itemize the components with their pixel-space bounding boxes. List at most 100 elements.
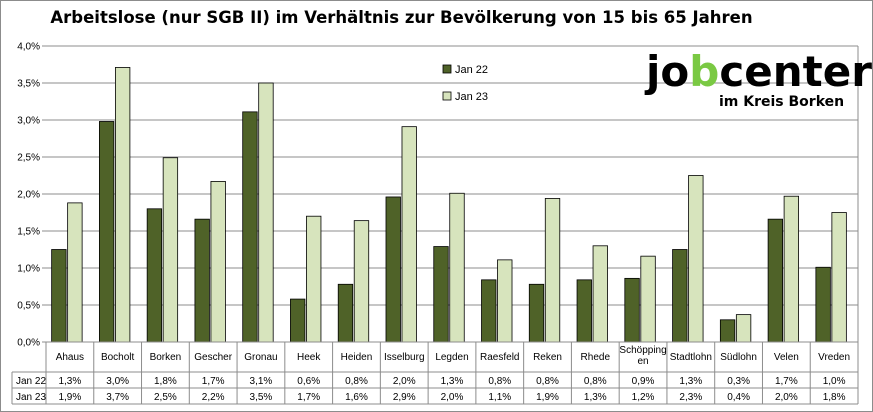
data-label: 3,5% [250, 392, 273, 403]
y-tick-label: 2,5% [17, 153, 40, 164]
data-label: 1,8% [154, 376, 177, 387]
axes: 0,0% 0,5% 1,0% 1,5% 2,0% 2,5% 3,0% 3,5% 4,0% [17, 42, 859, 349]
y-tick-label: 2,0% [17, 190, 40, 201]
y-tick-label: 4,0% [17, 42, 40, 53]
category-label: Gescher [194, 352, 232, 363]
category-label: Legden [435, 352, 468, 363]
bar-jan-23-15 [783, 195, 800, 343]
bar-jan-22-0 [51, 249, 67, 343]
bar-jan-23-12 [640, 255, 656, 343]
bar-jan-23-14 [735, 314, 752, 343]
bar-jan-22-16 [815, 266, 831, 343]
bar-jan-23-5 [306, 215, 322, 343]
data-label: 3,0% [106, 376, 129, 387]
bar-jan-23-6 [353, 220, 370, 343]
data-label: 2,3% [679, 392, 702, 403]
bar-jan-22-12 [624, 277, 640, 343]
y-tick-label: 3,5% [17, 79, 40, 90]
bar-jan-23-16 [831, 212, 847, 343]
category-label: Ahaus [56, 352, 84, 363]
y-tick-label: 0,0% [17, 338, 40, 349]
category-label: Bocholt [101, 352, 135, 363]
bar-jan-22-4 [242, 111, 258, 343]
bar-jan-22-6 [337, 283, 354, 343]
data-label: 2,5% [154, 392, 177, 403]
bar-jan-22-15 [767, 218, 784, 343]
category-label: Heiden [341, 352, 373, 363]
data-label: 0,8% [488, 376, 511, 387]
y-tick-label: 1,5% [17, 227, 40, 238]
logo-main-text: jobcenter [644, 47, 872, 96]
data-label: 2,9% [393, 392, 416, 403]
bar-jan-23-11 [592, 245, 608, 343]
category-label: Velen [774, 352, 799, 363]
data-label: 1,0% [823, 376, 846, 387]
bar-jan-22-10 [528, 283, 545, 343]
category-label: Borken [150, 352, 182, 363]
data-label: 3,7% [106, 392, 129, 403]
data-label: 1,3% [441, 376, 464, 387]
bar-jan-22-14 [719, 319, 736, 343]
bar-jan-22-7 [385, 196, 401, 343]
bar-jan-22-5 [290, 298, 306, 343]
data-label: 1,7% [775, 376, 798, 387]
bar-jan-23-9 [497, 259, 513, 343]
data-label: 1,6% [345, 392, 368, 403]
bars [51, 67, 847, 343]
data-label: 0,9% [632, 376, 655, 387]
bar-jan-22-8 [433, 246, 449, 343]
bar-jan-22-9 [481, 279, 497, 343]
y-tick-label: 0,5% [17, 301, 40, 312]
bar-jan-22-3 [194, 218, 210, 343]
data-label: 2,2% [202, 392, 225, 403]
category-label: Vreden [818, 352, 850, 363]
legend: Jan 22 Jan 23 [442, 64, 488, 103]
bar-jan-22-11 [576, 279, 592, 343]
chart-title: Arbeitslose (nur SGB II) im Verhältnis z… [50, 8, 753, 27]
bar-jan-23-3 [210, 181, 226, 343]
data-label: 1,7% [202, 376, 225, 387]
category-label: Raesfeld [480, 352, 519, 363]
data-label: 1,3% [584, 392, 607, 403]
legend-swatch [442, 64, 452, 74]
data-label: 1,9% [536, 392, 559, 403]
legend-swatch [442, 91, 452, 101]
data-label: 0,4% [727, 392, 750, 403]
data-label: 1,9% [58, 392, 81, 403]
table-series-name: Jan 23 [16, 392, 46, 403]
bar-jan-22-2 [146, 208, 163, 343]
bar-jan-23-7 [401, 126, 417, 343]
jobcenter-logo: jobcenter im Kreis Borken [644, 47, 872, 110]
category-label: Gronau [244, 352, 277, 363]
category-label: Rhede [581, 352, 611, 363]
y-tick-label: 3,0% [17, 116, 40, 127]
bar-jan-23-8 [449, 192, 465, 343]
data-table: Ahaus Bocholt Borken Gescher Gronau Heek Heide… [11, 341, 859, 405]
data-label: 1,8% [823, 392, 846, 403]
data-label: 0,3% [727, 376, 750, 387]
data-label: 2,0% [441, 392, 464, 403]
data-label: 1,3% [58, 376, 81, 387]
bar-jan-22-1 [98, 121, 115, 343]
category-label: Reken [533, 352, 562, 363]
data-label: 1,2% [632, 392, 655, 403]
legend-label: Jan 23 [455, 91, 488, 103]
category-label: Stadtlohn [670, 352, 712, 363]
legend-label: Jan 22 [455, 64, 488, 76]
bar-jan-23-1 [114, 67, 131, 343]
bar-jan-23-2 [162, 157, 179, 343]
data-label: 0,6% [297, 376, 320, 387]
data-label: 1,3% [679, 376, 702, 387]
category-label: Isselburg [384, 352, 425, 363]
category-label: en [637, 356, 648, 367]
data-label: 0,8% [584, 376, 607, 387]
y-tick-label: 1,0% [17, 264, 40, 275]
data-label: 0,8% [345, 376, 368, 387]
category-label: Südlohn [720, 352, 757, 363]
bar-jan-23-0 [67, 202, 83, 343]
bar-jan-22-13 [672, 249, 688, 343]
data-label: 3,1% [250, 376, 273, 387]
bar-jan-23-13 [688, 175, 704, 343]
